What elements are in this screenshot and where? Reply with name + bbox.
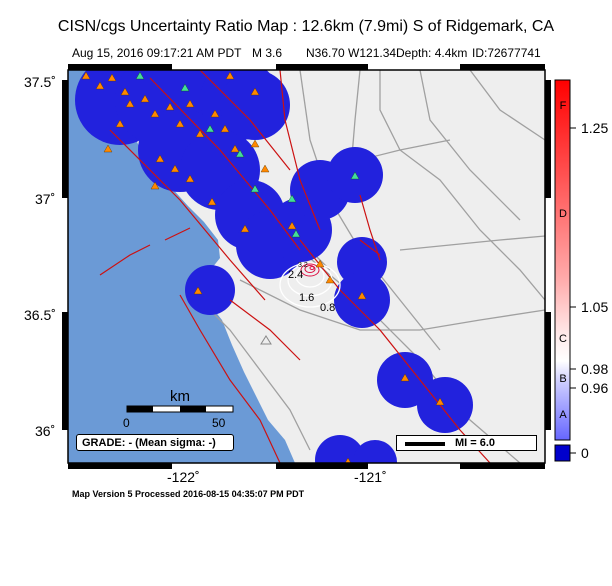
station-triangles xyxy=(81,71,445,463)
event-magnitude: M 3.6 xyxy=(252,46,283,60)
fault-lines xyxy=(99,70,491,463)
grade-letter-c: C xyxy=(559,333,567,345)
event-depth: Depth: 4.4km xyxy=(396,46,468,60)
grade-letter-d: D xyxy=(559,208,567,220)
mi-legend-text: MI = 6.0 xyxy=(455,437,496,449)
event-coords: N36.70 W121.34 xyxy=(306,46,397,60)
colorbar-label-1-05: 1.05 xyxy=(581,299,609,315)
colorbar-label-1-25: 1.25 xyxy=(581,120,609,136)
lat-label-37: 37˚ xyxy=(35,191,56,207)
colorbar-ticks xyxy=(570,127,576,454)
lat-label-36: 36˚ xyxy=(35,423,56,439)
grade-letter-b: B xyxy=(559,373,567,385)
contour-label-3-2: 3.2 xyxy=(298,262,308,269)
lat-label-36-5: 36.5˚ xyxy=(24,307,56,323)
scale-label-0: 0 xyxy=(123,416,130,430)
contour-labels: 2.4 1.6 0.8 3.2 xyxy=(288,262,335,314)
seismic-station-triangles xyxy=(135,71,360,238)
scale-bar xyxy=(126,405,234,413)
colorbar-zero-swatch xyxy=(554,444,571,462)
lat-label-37-5: 37.5˚ xyxy=(24,74,56,90)
event-id: ID:72677741 xyxy=(472,46,541,60)
scale-label-50: 50 xyxy=(212,416,226,430)
contour-label-0-8: 0.8 xyxy=(320,302,335,314)
scale-unit: km xyxy=(170,388,190,405)
epicenter-marker xyxy=(260,335,272,345)
red-contours xyxy=(300,263,320,277)
contour-label-2-4: 2.4 xyxy=(288,269,303,281)
map-border-ticks xyxy=(62,64,551,469)
lon-label-121: -121˚ xyxy=(354,469,387,485)
grade-letter-a: A xyxy=(559,409,567,421)
event-date: Aug 15, 2016 09:17:21 AM PDT xyxy=(72,46,242,60)
grade-box: GRADE: - (Mean sigma: -) xyxy=(76,434,234,451)
lon-label-122: -122˚ xyxy=(167,469,200,485)
map-version-footer: Map Version 5 Processed 2016-08-15 04:35… xyxy=(72,489,305,499)
map-title: CISN/cgs Uncertainty Ratio Map : 12.6km … xyxy=(57,18,555,35)
colorbar xyxy=(554,79,571,441)
colorbar-label-0-96: 0.96 xyxy=(581,380,609,396)
colorbar-label-0-98: 0.98 xyxy=(581,361,609,377)
grade-letter-f: F xyxy=(559,100,567,112)
contour-label-1-6: 1.6 xyxy=(299,292,314,304)
mi-legend: MI = 6.0 xyxy=(396,435,537,451)
mi-legend-line xyxy=(405,442,445,446)
colorbar-label-0: 0 xyxy=(581,445,589,461)
